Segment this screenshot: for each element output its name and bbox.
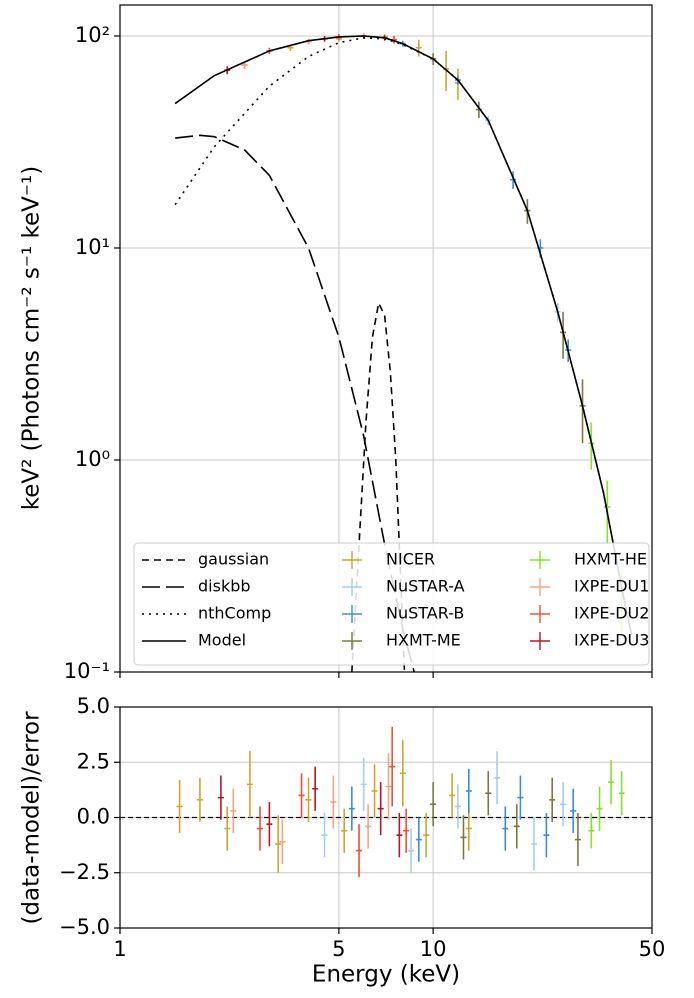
legend-label: HXMT-ME (386, 631, 461, 650)
plot-area (120, 726, 652, 878)
y-tick-label: 10¹ (75, 235, 110, 259)
x-axis-label: Energy (keV) (312, 962, 460, 988)
axes-frame (119, 706, 653, 929)
legend-label: diskbb (198, 577, 251, 596)
y-tick-label: −2.5 (59, 860, 110, 884)
legend-label: HXMT-HE (574, 550, 647, 569)
y-tick-label: 0.0 (77, 805, 110, 829)
legend-label: NICER (386, 550, 435, 569)
legend-box (133, 542, 650, 666)
legend-label: NuSTAR-A (386, 577, 465, 596)
y-axis-label: keV² (Photons cm⁻² s⁻¹ keV⁻¹) (19, 166, 45, 510)
x-tick-label: 10 (420, 937, 447, 961)
legend-label: nthComp (198, 604, 271, 623)
legend-label: gaussian (198, 550, 269, 569)
x-tick-label: 1 (113, 937, 126, 961)
legend-label: Model (198, 631, 246, 650)
y-tick-label: 2.5 (77, 749, 110, 773)
x-tick-label: 5 (332, 937, 345, 961)
legend-label: NuSTAR-B (386, 604, 464, 623)
y-tick-label: 10² (75, 23, 110, 47)
model-line (175, 134, 415, 672)
legend-label: IXPE-DU1 (574, 577, 649, 596)
y-tick-label: 5.0 (77, 694, 110, 718)
model-line (351, 300, 406, 672)
legend-label: IXPE-DU3 (574, 631, 649, 650)
y-tick-label: −5.0 (59, 915, 110, 939)
model-line (174, 35, 633, 635)
x-tick-label: 50 (639, 937, 666, 961)
axes-frame (119, 4, 653, 673)
y-axis-label: (data-model)/error (19, 711, 45, 925)
y-tick-label: 10⁻¹ (64, 659, 110, 683)
y-tick-label: 10⁰ (75, 447, 110, 471)
legend-label: IXPE-DU2 (574, 604, 649, 623)
